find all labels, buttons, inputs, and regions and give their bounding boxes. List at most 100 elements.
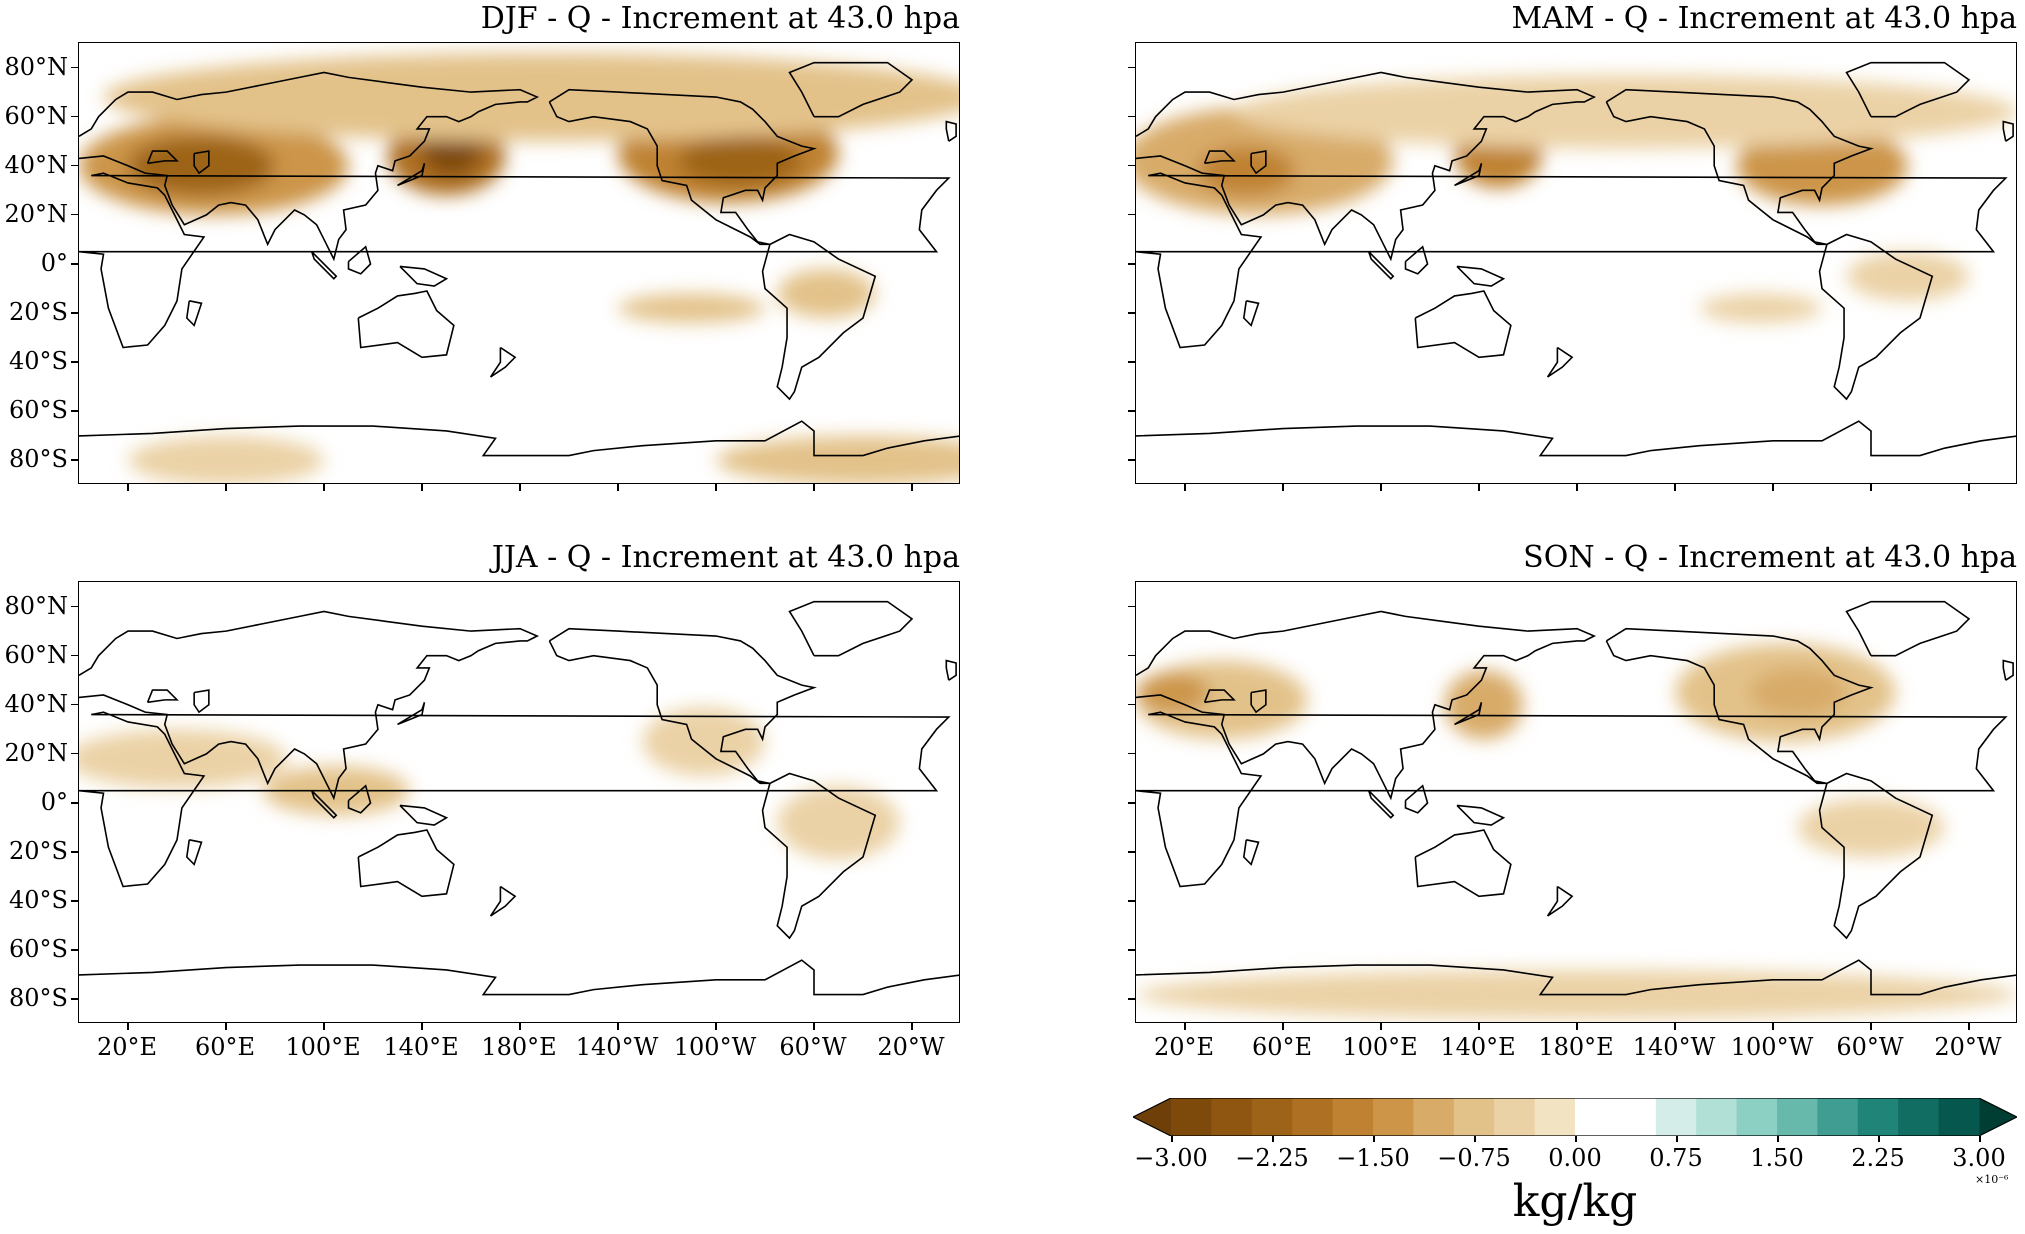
lat-tick — [1128, 752, 1135, 755]
coastline — [1456, 265, 1506, 287]
colorbar-tick-label: 0.75 — [1649, 1144, 1703, 1172]
coastline — [1546, 346, 1574, 378]
coastline — [1845, 61, 1971, 118]
coastline — [397, 163, 426, 187]
lat-tick — [1128, 605, 1135, 608]
lat-tick — [1128, 66, 1135, 69]
colorbar-bin — [1171, 1098, 1212, 1136]
lat-tick — [1128, 263, 1135, 265]
coastline — [310, 790, 338, 819]
coastline — [357, 829, 455, 898]
coastline — [1242, 839, 1260, 866]
lat-label: 60°S — [9, 935, 68, 964]
colorbar-exponent: ×10⁻⁶ — [1975, 1173, 2009, 1186]
panel-title: MAM - Q - Increment at 43.0 hpa — [1511, 1, 2017, 36]
lat-tick — [1128, 361, 1135, 363]
lat-tick — [1128, 949, 1135, 951]
colorbar-bin — [1211, 1098, 1253, 1136]
colorbar-bin — [1898, 1098, 1940, 1136]
coastline — [1242, 300, 1260, 327]
lat-tick — [71, 703, 78, 706]
colorbar-tick — [1272, 1136, 1274, 1142]
lat-label: 20°N — [4, 199, 68, 228]
coastline — [310, 251, 338, 280]
lat-label: 80°S — [9, 445, 68, 474]
coastline — [1367, 251, 1395, 280]
lon-tick — [813, 484, 815, 491]
colorbar-tick — [1878, 1136, 1880, 1142]
lat-tick — [71, 900, 78, 902]
lon-tick — [519, 484, 521, 491]
increment-field-blob — [777, 785, 900, 860]
panel-title: DJF - Q - Increment at 43.0 hpa — [480, 1, 960, 36]
lon-tick — [1282, 1023, 1284, 1030]
lat-tick — [71, 115, 78, 118]
lon-tick — [1478, 484, 1480, 491]
coastline — [548, 627, 817, 785]
increment-field-blob — [618, 293, 765, 323]
map-panel-djf: DJF - Q - Increment at 43.0 hpa — [78, 4, 960, 484]
lon-tick — [1184, 1023, 1186, 1030]
lon-tick — [127, 484, 129, 491]
colorbar-bin — [1292, 1098, 1334, 1136]
lat-tick — [1128, 164, 1135, 167]
lon-label: 140°W — [1632, 1033, 1716, 1061]
colorbar-tick — [1373, 1136, 1375, 1142]
colorbar-bin — [1453, 1098, 1495, 1136]
coastline — [1203, 689, 1236, 704]
coastline — [1845, 600, 1971, 657]
coastline — [489, 885, 517, 917]
colorbar-bin — [1534, 1098, 1576, 1136]
coastline — [945, 120, 957, 142]
lon-label: 60°W — [779, 1033, 847, 1061]
map-panel-son: SON - Q - Increment at 43.0 hpa — [1135, 543, 2017, 1023]
coastline — [193, 150, 210, 175]
map-panel-jja: JJA - Q - Increment at 43.0 hpa — [78, 543, 960, 1023]
lon-tick — [323, 1023, 325, 1030]
coastline — [2002, 120, 2014, 142]
colorbar-tick — [1171, 1136, 1173, 1142]
lon-label: 140°E — [383, 1033, 459, 1061]
coastline — [146, 689, 179, 704]
lat-label: 20°S — [9, 298, 68, 327]
lon-label: 20°E — [1153, 1033, 1215, 1061]
lon-tick — [421, 1023, 423, 1030]
coastline — [945, 659, 957, 681]
lat-tick — [71, 949, 78, 951]
lon-label: 140°E — [1440, 1033, 1516, 1061]
coastline — [788, 61, 914, 118]
lat-label: 40°N — [4, 689, 68, 718]
map-svg — [79, 600, 959, 996]
colorbar-tick-label: 3.00 — [1952, 1144, 2006, 1172]
lon-tick — [911, 1023, 913, 1030]
lon-tick — [1870, 484, 1872, 491]
coastline — [1605, 627, 1874, 785]
lat-label: 60°N — [4, 640, 68, 669]
lat-label: 80°N — [4, 591, 68, 620]
colorbar-bin — [1615, 1098, 1657, 1136]
lat-label: 40°S — [9, 886, 68, 915]
lon-tick — [1380, 1023, 1382, 1030]
lon-label: 20°W — [877, 1033, 945, 1061]
increment-field-blob — [1699, 293, 1822, 323]
colorbar-tick — [1979, 1136, 1981, 1142]
increment-field-blob — [1234, 74, 2016, 149]
map-area — [78, 581, 960, 1023]
map-svg — [1136, 600, 2016, 1020]
increment-field-blob — [679, 136, 802, 186]
lat-label: 80°S — [9, 984, 68, 1013]
lon-tick — [813, 1023, 815, 1030]
lon-tick — [617, 1023, 619, 1030]
colorbar-bin — [1777, 1098, 1818, 1136]
lon-tick — [1968, 484, 1970, 491]
lon-label: 60°E — [194, 1033, 256, 1061]
coastline — [1818, 772, 1934, 940]
coastline — [397, 702, 426, 726]
colorbar-tick-label: 1.50 — [1750, 1144, 1804, 1172]
increment-field-blob — [1736, 126, 1908, 206]
lat-tick — [1128, 213, 1135, 216]
lon-tick — [1478, 1023, 1480, 1030]
colorbar-tick — [1676, 1136, 1678, 1142]
lon-label: 100°W — [1730, 1033, 1814, 1061]
lon-label: 60°E — [1251, 1033, 1313, 1061]
